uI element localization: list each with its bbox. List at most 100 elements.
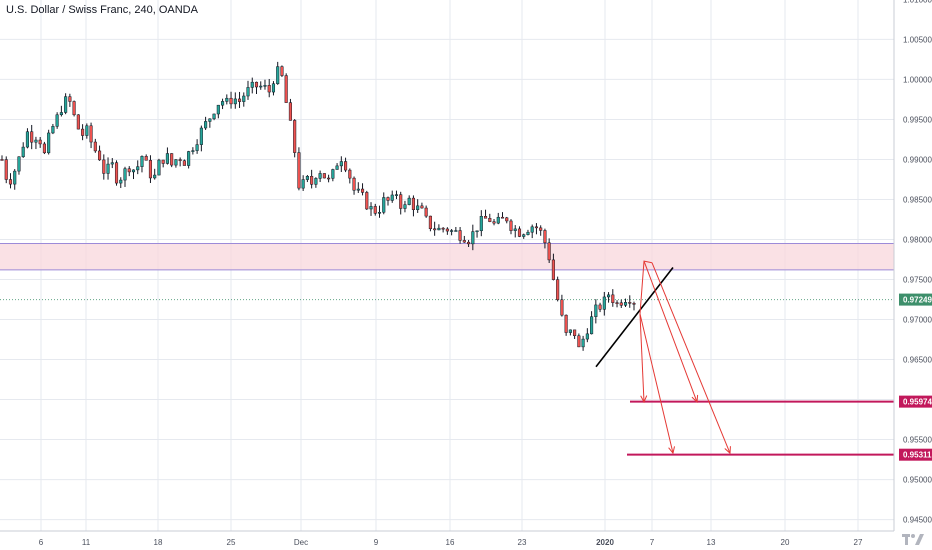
candle xyxy=(93,138,97,153)
target-price-label: 0.95311 xyxy=(899,448,932,461)
candle xyxy=(314,177,318,188)
time-tick-label: 13 xyxy=(707,538,716,547)
candle xyxy=(293,119,297,158)
svg-text:0.97249: 0.97249 xyxy=(903,296,932,305)
candle xyxy=(114,160,119,186)
candle xyxy=(305,174,309,183)
candle xyxy=(21,142,25,158)
candle xyxy=(526,229,530,236)
candle xyxy=(403,200,407,213)
candle xyxy=(271,81,276,96)
candle xyxy=(441,227,445,233)
price-tick-label: 0.97500 xyxy=(903,276,932,285)
candle xyxy=(267,78,271,98)
projection-arrow xyxy=(639,313,648,404)
projection-arrow xyxy=(639,313,675,455)
candle xyxy=(517,226,522,238)
candle xyxy=(284,73,288,103)
target-lines xyxy=(627,400,894,456)
candle xyxy=(594,299,598,324)
candle xyxy=(76,114,80,130)
candle xyxy=(102,154,106,180)
candle xyxy=(98,145,102,161)
price-tick-label: 0.94500 xyxy=(903,516,932,525)
chart-title: U.S. Dollar / Swiss Franc, 240, OANDA xyxy=(6,4,198,16)
candle xyxy=(17,156,21,175)
candle xyxy=(399,191,403,215)
candle xyxy=(288,98,292,121)
candle xyxy=(344,157,348,173)
breakout-arrow xyxy=(639,260,653,314)
candle xyxy=(25,128,29,149)
candle xyxy=(85,123,89,139)
candle xyxy=(407,195,411,206)
price-tick-label: 0.95000 xyxy=(903,476,932,485)
time-tick-label: 25 xyxy=(227,538,236,547)
time-tick-label: 27 xyxy=(854,538,863,547)
candle xyxy=(335,163,339,170)
candle xyxy=(229,91,233,109)
candle xyxy=(64,93,68,115)
time-tick-label: 18 xyxy=(154,538,163,547)
candle xyxy=(369,202,373,216)
candle xyxy=(509,219,513,235)
price-axis[interactable]: 1.01000 1.00500 1.00000 0.99500 0.99000 0.985… xyxy=(899,0,932,525)
candle xyxy=(607,292,611,303)
candle xyxy=(424,205,428,218)
target-price-label: 0.95974 xyxy=(899,395,932,408)
candle xyxy=(462,235,466,243)
resistance-zone xyxy=(0,243,894,270)
candle xyxy=(611,289,615,307)
candle xyxy=(263,79,267,90)
time-axis[interactable]: 6 11 18 25 Dec 9 16 23 2020 7 13 20 27 xyxy=(39,538,863,547)
candle xyxy=(89,122,93,149)
candle xyxy=(204,116,208,130)
candle xyxy=(365,190,369,210)
time-tick-label: 23 xyxy=(518,538,527,547)
candle xyxy=(250,77,254,94)
candle xyxy=(483,209,488,219)
candle xyxy=(352,176,356,195)
candle xyxy=(110,158,114,169)
time-tick-label: 20 xyxy=(781,538,790,547)
price-tick-label: 1.00000 xyxy=(903,75,932,84)
candle xyxy=(13,169,17,190)
candle xyxy=(127,166,131,177)
candle xyxy=(140,155,144,173)
candle xyxy=(254,81,259,94)
candle xyxy=(310,169,314,189)
candle xyxy=(233,92,237,109)
rising-trendline[interactable] xyxy=(595,267,674,368)
candle xyxy=(488,213,492,223)
candle xyxy=(356,182,360,193)
candle xyxy=(191,147,195,155)
time-tick-label: 7 xyxy=(650,538,655,547)
candle xyxy=(216,104,220,119)
candle xyxy=(437,224,441,231)
candle xyxy=(136,160,140,175)
candle xyxy=(416,199,420,213)
candle xyxy=(433,221,437,236)
projection-arrow xyxy=(651,262,731,455)
candle xyxy=(450,228,454,236)
candle xyxy=(119,177,123,189)
candle xyxy=(560,294,564,317)
svg-text:0.95311: 0.95311 xyxy=(903,451,932,460)
candle xyxy=(551,253,555,281)
candle xyxy=(623,298,628,307)
candle xyxy=(81,124,85,141)
candle xyxy=(513,225,517,238)
candle xyxy=(221,98,225,110)
candle xyxy=(72,100,76,117)
projection-arrow xyxy=(643,260,699,404)
price-tick-label: 0.99000 xyxy=(903,155,932,164)
candle xyxy=(199,125,203,152)
candlestick-series xyxy=(0,61,636,351)
candle xyxy=(619,299,623,309)
price-tick-label: 0.98500 xyxy=(903,195,932,204)
candle xyxy=(564,314,568,336)
candle xyxy=(539,225,543,236)
candle xyxy=(280,65,284,78)
